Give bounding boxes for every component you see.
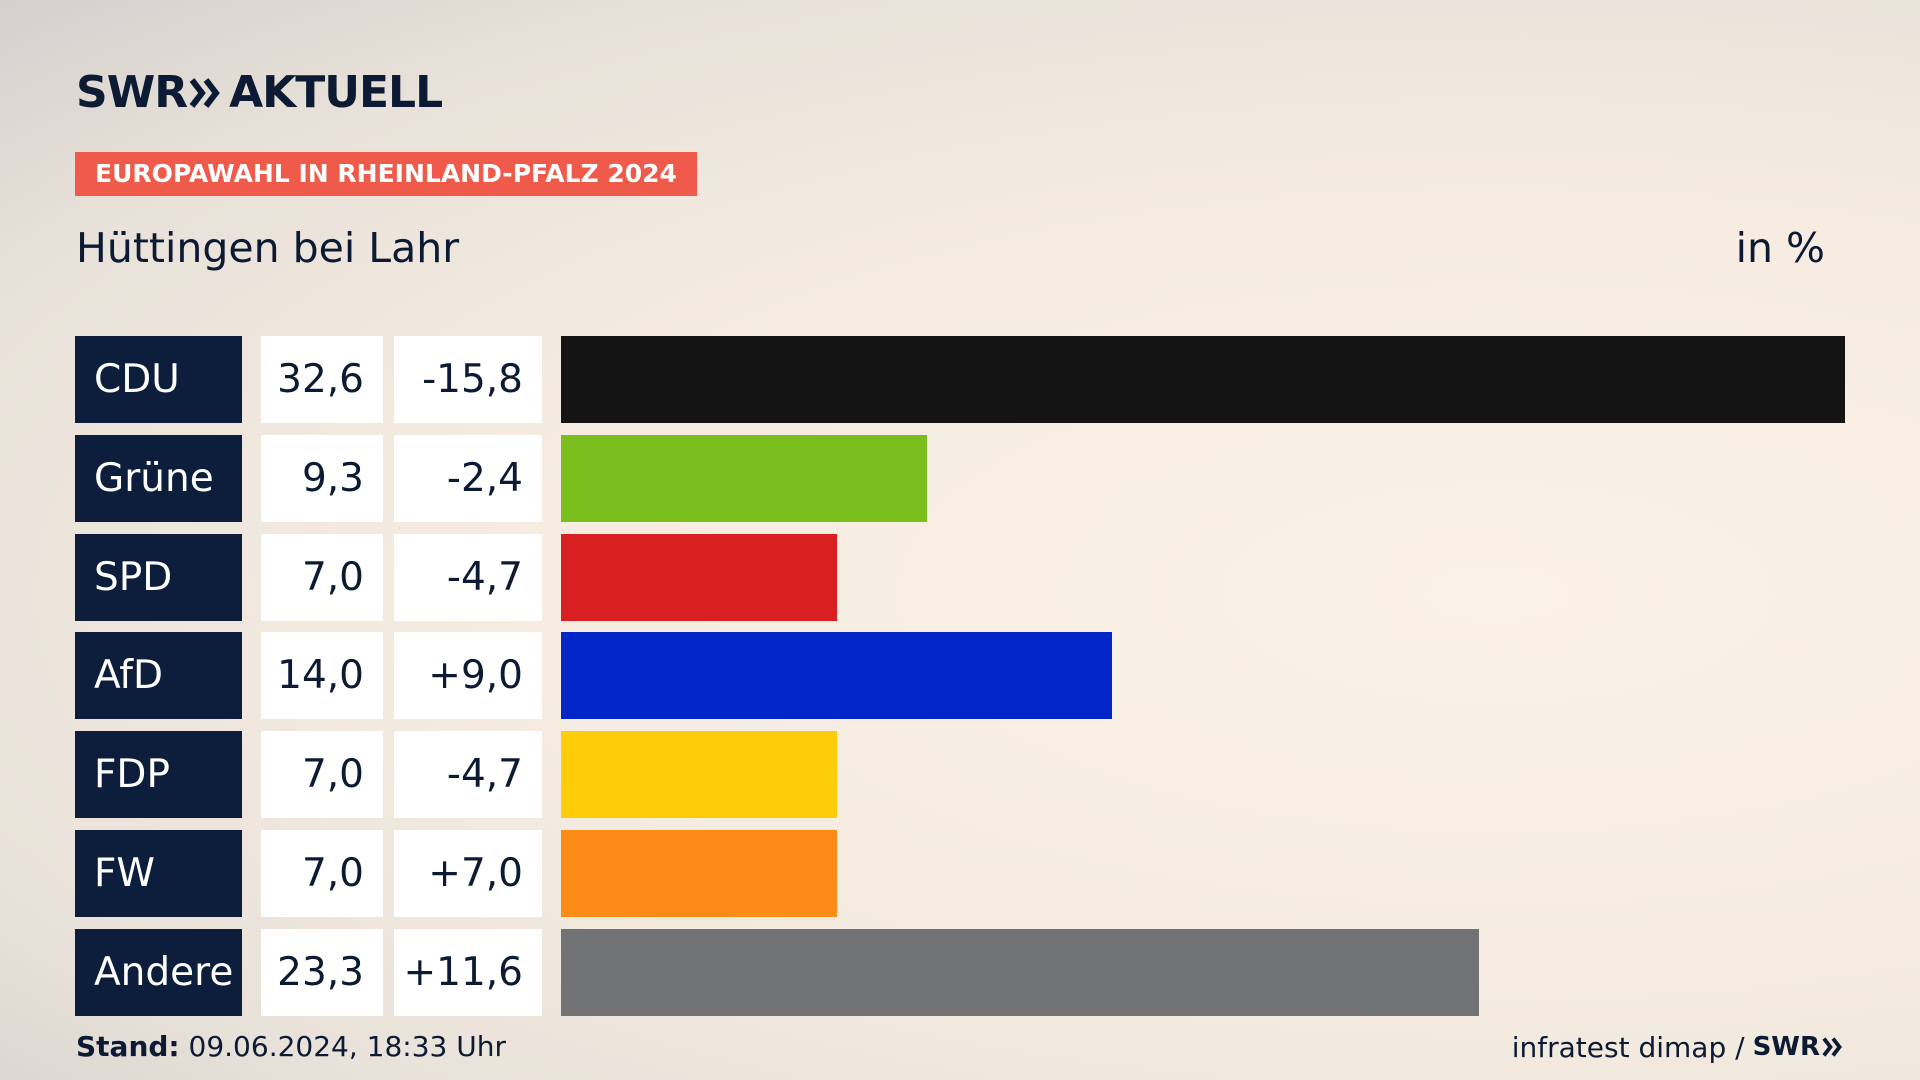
change-label: +7,0 <box>394 830 542 917</box>
party-label: FDP <box>75 731 242 818</box>
bar-grne <box>561 435 927 522</box>
bar-afd <box>561 632 1112 719</box>
unit-label: in % <box>1735 224 1825 272</box>
source-text: infratest dimap / <box>1511 1030 1745 1064</box>
value-label: 7,0 <box>261 830 383 917</box>
party-label: Grüne <box>75 435 242 522</box>
change-label: -4,7 <box>394 534 542 621</box>
party-label: FW <box>75 830 242 917</box>
bar-spd <box>561 534 837 621</box>
bar-fw <box>561 830 837 917</box>
value-label: 7,0 <box>261 534 383 621</box>
value-label: 14,0 <box>261 632 383 719</box>
change-label: -2,4 <box>394 435 542 522</box>
logo-aktuell: AKTUELL <box>229 67 443 118</box>
party-label: CDU <box>75 336 242 423</box>
election-badge: EUROPAWAHL IN RHEINLAND-PFALZ 2024 <box>75 152 697 196</box>
party-label: SPD <box>75 534 242 621</box>
double-chevron-small-icon <box>1822 1037 1842 1057</box>
value-label: 7,0 <box>261 731 383 818</box>
stand-label: Stand: <box>76 1030 180 1063</box>
swr-aktuell-logo: SWR AKTUELL <box>76 67 443 118</box>
change-label: -15,8 <box>394 336 542 423</box>
change-label: -4,7 <box>394 731 542 818</box>
source-credit: infratest dimap / SWR <box>1512 1027 1844 1067</box>
swr-small-logo-text: SWR <box>1752 1032 1820 1062</box>
value-label: 32,6 <box>261 336 383 423</box>
double-chevron-icon <box>189 78 220 108</box>
stand-value: 09.06.2024, 18:33 Uhr <box>188 1030 506 1063</box>
logo-swr: SWR <box>76 67 188 118</box>
swr-small-logo: SWR <box>1753 1032 1844 1062</box>
bar-cdu <box>561 336 1845 423</box>
change-label: +11,6 <box>394 929 542 1016</box>
page-title: Hüttingen bei Lahr <box>76 224 460 272</box>
change-label: +9,0 <box>394 632 542 719</box>
bar-andere <box>561 929 1479 1016</box>
value-label: 9,3 <box>261 435 383 522</box>
timestamp: Stand: 09.06.2024, 18:33 Uhr <box>76 1027 506 1067</box>
party-label: Andere <box>75 929 242 1016</box>
value-label: 23,3 <box>261 929 383 1016</box>
bar-fdp <box>561 731 837 818</box>
party-label: AfD <box>75 632 242 719</box>
